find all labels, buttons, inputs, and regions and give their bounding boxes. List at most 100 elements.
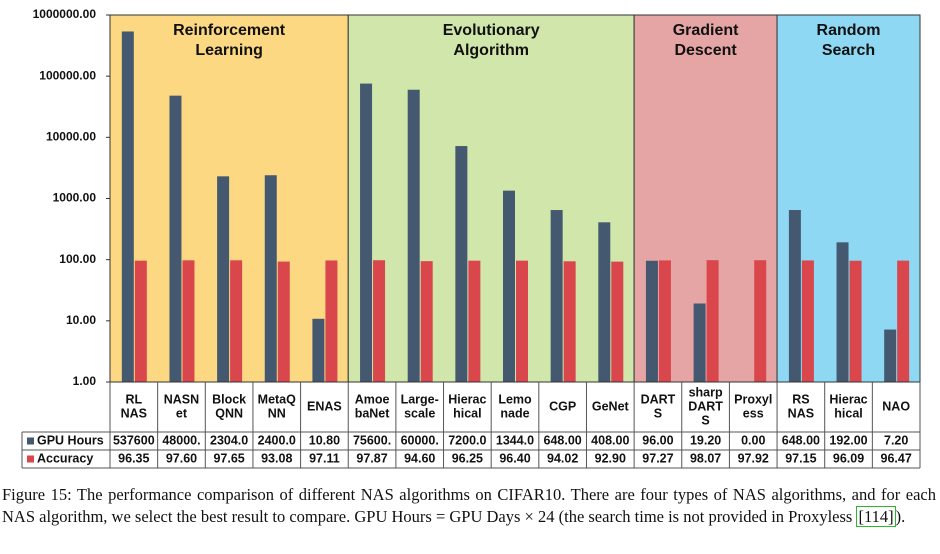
group-background xyxy=(347,14,635,383)
table-value: 97.87 xyxy=(356,451,387,465)
citation-link[interactable]: [114] xyxy=(856,506,896,527)
x-tick-label: MetaQ xyxy=(258,392,296,406)
bar xyxy=(264,175,277,382)
table-value: 648.00 xyxy=(782,433,820,447)
table-value: 97.60 xyxy=(166,451,197,465)
table-value: 60000. xyxy=(401,433,439,447)
bar xyxy=(849,260,862,382)
x-tick-label: baNet xyxy=(355,406,391,420)
x-tick-label: NAO xyxy=(882,399,910,413)
bar xyxy=(468,260,481,382)
table-value: 98.07 xyxy=(690,451,721,465)
y-tick-label: 1.00 xyxy=(73,374,97,388)
table-value: 408.00 xyxy=(591,433,629,447)
bar xyxy=(134,260,147,382)
x-tick-label: CGP xyxy=(549,399,576,413)
group-title: Gradient xyxy=(673,22,739,39)
bar xyxy=(706,260,719,382)
x-tick-label: NAS xyxy=(788,406,814,420)
x-tick-label: RL xyxy=(125,392,142,406)
x-tick-label: ess xyxy=(743,406,764,420)
legend-label: Accuracy xyxy=(37,451,93,465)
x-tick-label: S xyxy=(654,406,662,420)
table-value: 97.92 xyxy=(738,451,769,465)
table-value: 92.90 xyxy=(595,451,626,465)
bar xyxy=(897,260,910,382)
group-title: Learning xyxy=(195,42,263,59)
caption-text: ). xyxy=(895,507,906,526)
bar xyxy=(516,260,528,382)
x-tick-label: DART xyxy=(641,392,676,406)
x-tick-label: Hierac xyxy=(448,392,486,406)
group-title: Search xyxy=(822,42,875,59)
group-title: Evolutionary xyxy=(443,22,540,39)
table-value: 2400.0 xyxy=(258,433,296,447)
bar xyxy=(455,146,468,382)
bar xyxy=(169,95,182,383)
bar xyxy=(121,31,134,382)
x-tick-label: ENAS xyxy=(307,399,342,413)
bar xyxy=(836,242,849,382)
table-value: 48000. xyxy=(162,433,200,447)
x-tick-label: sharp xyxy=(689,385,723,399)
y-tick-label: 100.00 xyxy=(59,252,96,266)
table-value: 75600. xyxy=(353,433,391,447)
bar xyxy=(754,260,767,382)
table-value: 94.60 xyxy=(404,451,435,465)
x-tick-label: NASN xyxy=(164,392,199,406)
caption: Figure 15: The performance comparison of… xyxy=(2,484,936,528)
table-value: 94.02 xyxy=(547,451,578,465)
bar xyxy=(884,329,897,382)
bar xyxy=(645,260,658,382)
legend-swatch xyxy=(27,455,34,463)
bar xyxy=(182,260,195,382)
x-tick-label: NN xyxy=(268,406,286,420)
bar xyxy=(693,303,706,382)
bar xyxy=(658,260,671,382)
table-value: 97.27 xyxy=(642,451,673,465)
bar xyxy=(503,190,515,382)
table-value: 96.25 xyxy=(452,451,483,465)
bar xyxy=(373,260,386,382)
bar xyxy=(420,261,433,382)
bar xyxy=(360,83,373,383)
group-title: Descent xyxy=(674,42,737,59)
table-value: 96.40 xyxy=(499,451,530,465)
table-value: 97.11 xyxy=(309,451,340,465)
table-value: 96.09 xyxy=(833,451,864,465)
table-value: 0.00 xyxy=(741,433,765,447)
group-title: Random xyxy=(817,22,881,39)
chart: Reinforcement Learning Evolutionary Algorit… xyxy=(21,7,921,469)
table-value: 7.20 xyxy=(884,433,908,447)
bar xyxy=(217,176,230,382)
x-tick-label: QNN xyxy=(215,406,243,420)
table-value: 97.15 xyxy=(785,451,816,465)
y-tick-label: 1000000.00 xyxy=(33,7,97,21)
group-title: Algorithm xyxy=(453,42,529,59)
x-tick-label: DART xyxy=(688,399,723,413)
x-tick-label: Amoe xyxy=(355,392,390,406)
x-tick-label: Lemo xyxy=(498,392,532,406)
table-value: 93.08 xyxy=(261,451,292,465)
bar xyxy=(312,318,325,382)
legend-label: GPU Hours xyxy=(37,433,104,447)
table-value: 97.65 xyxy=(213,451,244,465)
y-tick-label: 100000.00 xyxy=(39,68,96,82)
bar xyxy=(230,260,243,382)
table-value: 537600 xyxy=(113,433,155,447)
table-value: 1344.0 xyxy=(496,433,534,447)
x-tick-label: GeNet xyxy=(592,399,630,413)
table-value: 2304.0 xyxy=(210,433,248,447)
x-tick-label: scale xyxy=(404,406,435,420)
bar xyxy=(550,210,563,382)
bar xyxy=(563,261,576,382)
bar xyxy=(277,261,290,382)
x-tick-label: Proxyl xyxy=(734,392,772,406)
bar xyxy=(801,260,814,382)
x-tick-label: Hierac xyxy=(829,392,867,406)
table-value: 10.80 xyxy=(309,433,340,447)
x-tick-label: nade xyxy=(500,406,529,420)
table-value: 7200.0 xyxy=(448,433,486,447)
table-value: 19.20 xyxy=(690,433,721,447)
